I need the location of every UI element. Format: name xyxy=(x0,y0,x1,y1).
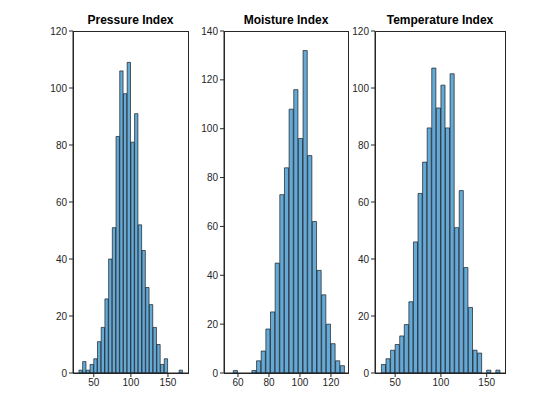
svg-text:0: 0 xyxy=(61,368,67,379)
svg-text:0: 0 xyxy=(212,368,218,379)
svg-text:20: 20 xyxy=(56,311,68,322)
svg-text:140: 140 xyxy=(201,26,218,37)
svg-text:60: 60 xyxy=(358,197,370,208)
svg-text:50: 50 xyxy=(88,377,100,388)
svg-text:0: 0 xyxy=(363,368,369,379)
svg-text:40: 40 xyxy=(358,254,370,265)
svg-text:40: 40 xyxy=(56,254,68,265)
svg-text:80: 80 xyxy=(56,140,68,151)
svg-text:100: 100 xyxy=(292,377,309,388)
svg-text:80: 80 xyxy=(358,140,370,151)
svg-text:120: 120 xyxy=(323,377,340,388)
svg-text:100: 100 xyxy=(352,83,369,94)
svg-text:60: 60 xyxy=(232,377,244,388)
svg-text:80: 80 xyxy=(263,377,275,388)
svg-text:40: 40 xyxy=(207,270,219,281)
svg-text:80: 80 xyxy=(207,172,219,183)
svg-text:60: 60 xyxy=(56,197,68,208)
svg-text:20: 20 xyxy=(207,319,219,330)
svg-text:120: 120 xyxy=(50,26,67,37)
html-text:Pressure Index: Pressure Index xyxy=(87,13,174,27)
svg-text:20: 20 xyxy=(358,311,370,322)
svg-text:150: 150 xyxy=(478,377,495,388)
svg-text:120: 120 xyxy=(201,74,218,85)
svg-text:120: 120 xyxy=(352,26,369,37)
svg-text:50: 50 xyxy=(390,377,402,388)
svg-text:60: 60 xyxy=(207,221,219,232)
svg-text:100: 100 xyxy=(433,377,450,388)
svg-text:100: 100 xyxy=(123,377,140,388)
html-text:Moisture Index: Moisture Index xyxy=(243,13,329,27)
html-text:Temperature Index: Temperature Index xyxy=(386,13,494,27)
svg-text:100: 100 xyxy=(50,83,67,94)
svg-text:150: 150 xyxy=(160,377,177,388)
svg-text:100: 100 xyxy=(201,123,218,134)
